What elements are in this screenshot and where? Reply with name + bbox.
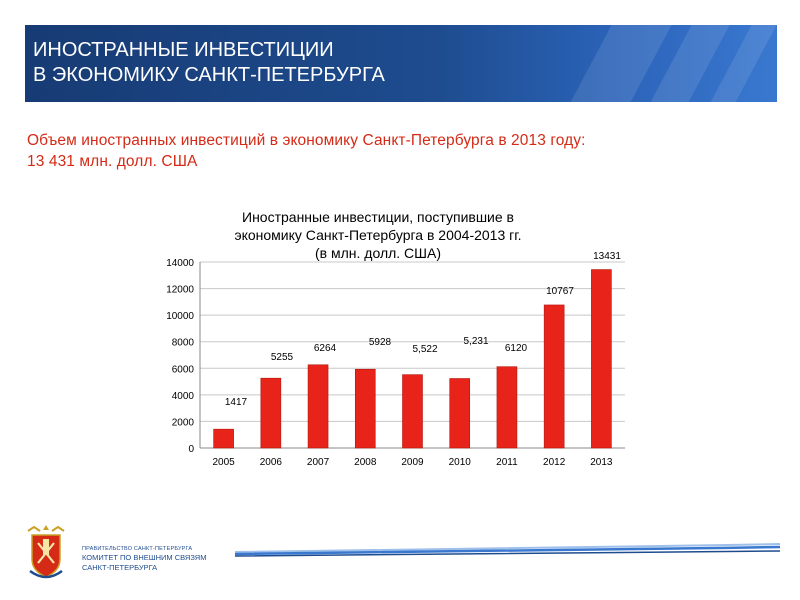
summary-line: 13 431 млн. долл. США — [27, 153, 198, 170]
summary-text: Объем иностранных инвестиций в экономику… — [27, 130, 767, 172]
data-label: 13431 — [593, 251, 621, 262]
page-title: ИНОСТРАННЫЕ ИНВЕСТИЦИИ В ЭКОНОМИКУ САНКТ… — [33, 38, 385, 88]
page-title-line: ИНОСТРАННЫЕ ИНВЕСТИЦИИ — [33, 39, 334, 61]
x-tick-label: 2005 — [212, 457, 235, 468]
coat-of-arms-icon — [27, 525, 65, 579]
bar — [591, 269, 612, 449]
bar — [543, 304, 565, 449]
org-line: КОМИТЕТ ПО ВНЕШНИМ СВЯЗЯМ — [82, 553, 207, 562]
x-tick-label: 2013 — [590, 457, 613, 468]
chart-title-line: Иностранные инвестиции, поступившие в — [242, 209, 514, 225]
data-label: 1417 — [225, 397, 248, 408]
x-tick-label: 2008 — [354, 457, 377, 468]
y-tick-label: 4000 — [172, 391, 195, 402]
bar — [496, 366, 518, 449]
organization-label: ПРАВИТЕЛЬСТВО САНКТ-ПЕТЕРБУРГА КОМИТЕТ П… — [82, 545, 206, 573]
y-tick-label: 0 — [188, 444, 194, 455]
data-label: 10767 — [546, 286, 574, 297]
bar — [354, 368, 376, 449]
y-tick-label: 6000 — [172, 364, 195, 375]
bar — [213, 428, 234, 449]
org-line: САНКТ-ПЕТЕРБУРГА — [82, 563, 158, 572]
x-tick-label: 2011 — [496, 457, 518, 468]
org-line: ПРАВИТЕЛЬСТВО САНКТ-ПЕТЕРБУРГА — [82, 546, 193, 552]
y-tick-label: 12000 — [166, 285, 194, 296]
header-banner: ИНОСТРАННЫЕ ИНВЕСТИЦИИ В ЭКОНОМИКУ САНКТ… — [25, 25, 777, 102]
chart-title-line: экономику Санкт-Петербурга в 2004-2013 г… — [234, 227, 521, 243]
x-tick-label: 2009 — [401, 457, 424, 468]
x-tick-label: 2007 — [307, 457, 330, 468]
y-tick-label: 8000 — [172, 338, 195, 349]
data-label: 5,231 — [463, 336, 488, 347]
footer-decor-lines — [235, 543, 780, 557]
data-label: 5,522 — [412, 344, 437, 355]
bar — [402, 374, 423, 449]
data-label: 6120 — [505, 343, 528, 354]
y-tick-label: 14000 — [166, 258, 194, 269]
page-title-line: В ЭКОНОМИКУ САНКТ-ПЕТЕРБУРГА — [33, 64, 385, 86]
y-tick-label: 10000 — [166, 311, 194, 322]
data-label: 5255 — [271, 352, 294, 363]
data-label: 5928 — [369, 337, 392, 348]
x-tick-label: 2012 — [543, 457, 566, 468]
data-label: 6264 — [314, 343, 337, 354]
x-tick-label: 2010 — [449, 457, 472, 468]
x-tick-label: 2006 — [260, 457, 283, 468]
bar — [449, 378, 471, 449]
summary-line: Объем иностранных инвестиций в экономику… — [27, 132, 586, 149]
bar — [307, 364, 329, 449]
chart-title-line: (в млн. долл. США) — [315, 245, 441, 261]
bar — [260, 377, 282, 449]
y-tick-label: 2000 — [172, 417, 195, 428]
